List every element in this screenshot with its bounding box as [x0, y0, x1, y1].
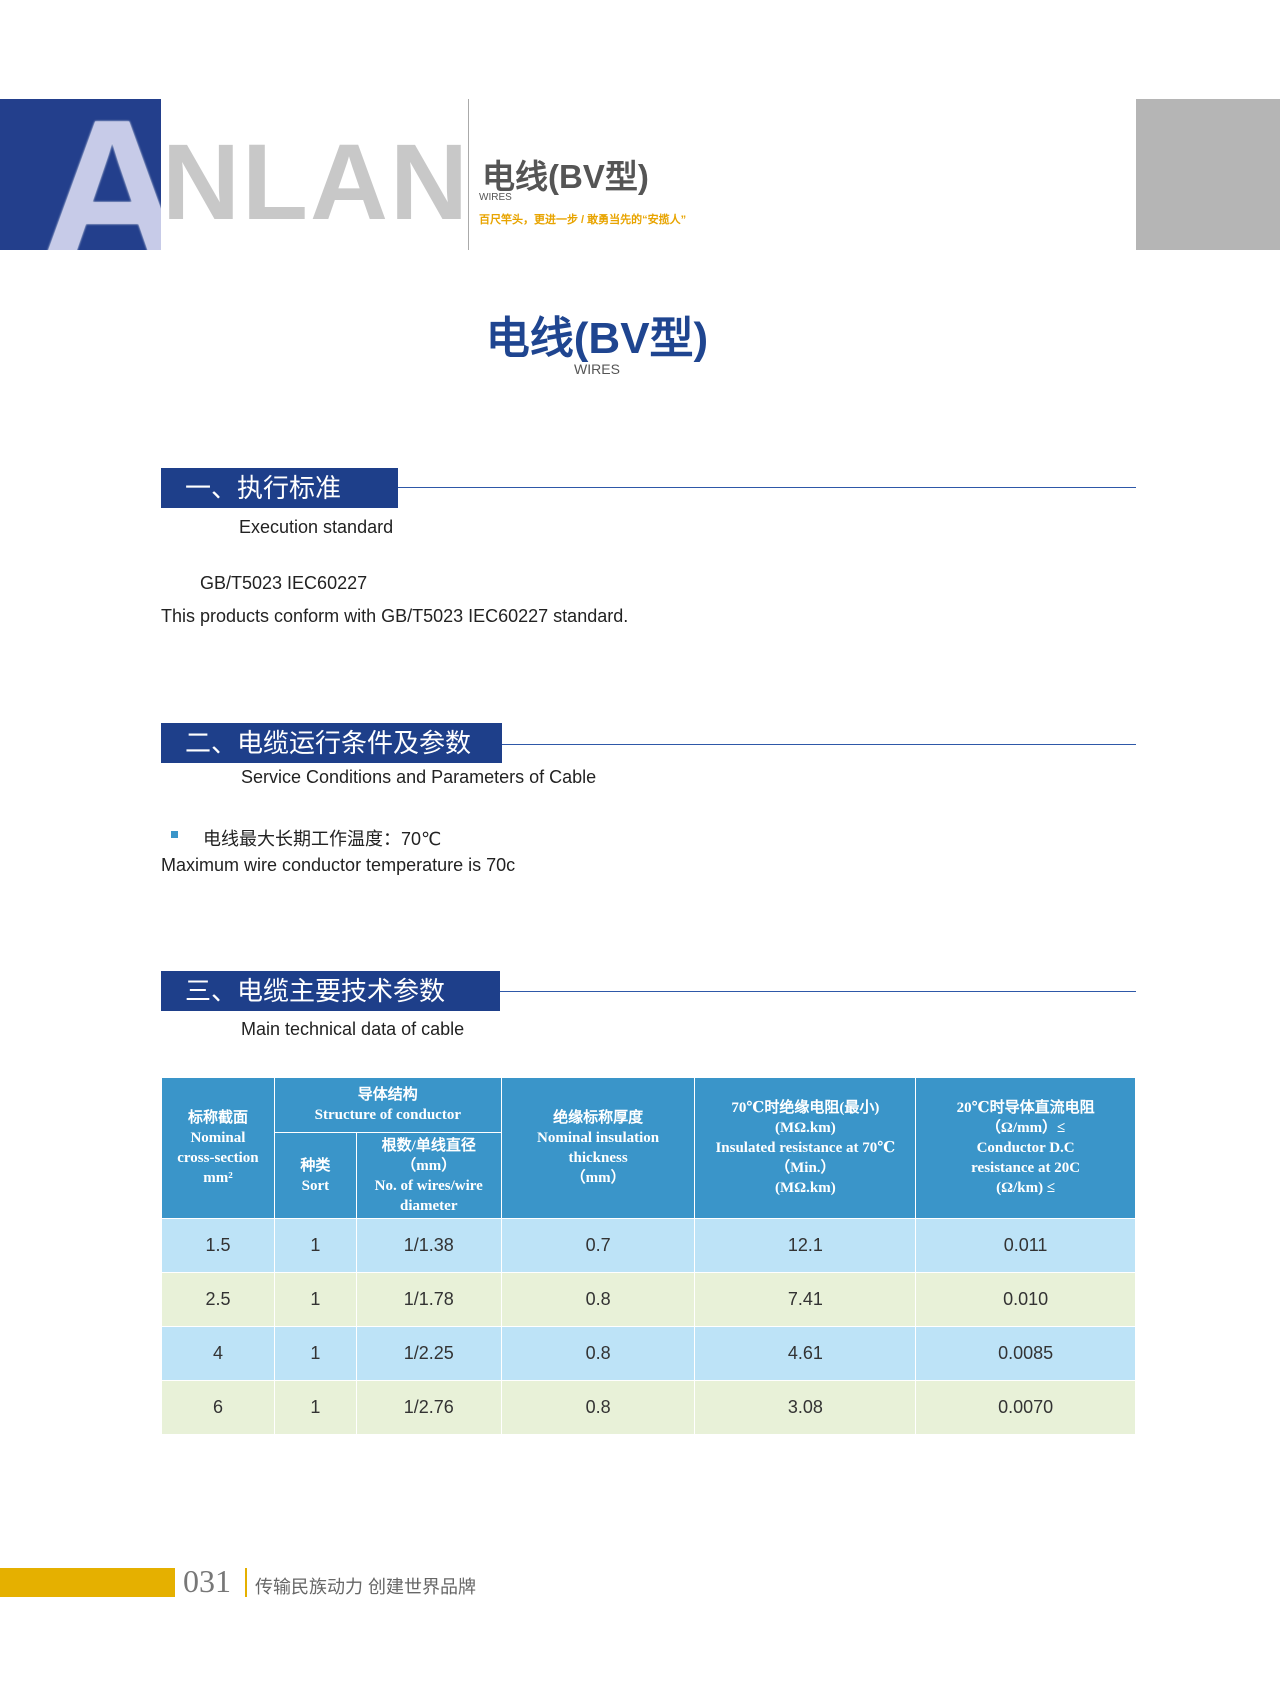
page-number: 031 — [183, 1563, 231, 1599]
header-structure: 导体结构 Structure of conductor — [273, 1077, 502, 1133]
technical-data-table: 标称截面 Nominal cross-section mm² 导体结构 Structur… — [161, 1077, 1136, 1435]
header-title: 电线(BV型) — [482, 158, 649, 195]
section-3-subtitle: Main technical data of cable — [241, 1019, 465, 1039]
section-3-line — [500, 991, 1136, 992]
header-slogan: 百尺竿头，更进一步 / 敢勇当先的“安揽人” — [479, 214, 687, 226]
standard-codes: GB/T5023 IEC60227 — [200, 573, 368, 593]
header-wires: 根数/单线直径 （mm） No. of wires/wire diameter — [355, 1132, 502, 1219]
header-sort: 种类 Sort — [273, 1132, 357, 1219]
section-1-line — [398, 487, 1136, 488]
corner-image — [1136, 99, 1280, 250]
divider — [468, 99, 469, 250]
temperature-cn: 电线最大长期工作温度：70℃ — [203, 829, 442, 849]
section-3-title: 三、电缆主要技术参数 — [161, 971, 500, 1011]
header-subtitle: WIRES — [479, 192, 512, 203]
temperature-en: Maximum wire conductor temperature is 70… — [161, 855, 516, 875]
header-resistance-20: 20℃时导体直流电阻 （Ω/mm）≤ Conductor D.C resistance… — [915, 1077, 1136, 1219]
section-1-subtitle: Execution standard — [239, 517, 394, 537]
logo-text: NLAN — [162, 121, 470, 242]
table-row: 4 1 1/2.25 0.8 4.61 0.0085 — [161, 1326, 1136, 1381]
footer-bar — [0, 1568, 175, 1597]
header-cross-section: 标称截面 Nominal cross-section mm² — [161, 1077, 275, 1219]
page-subtitle: WIRES — [574, 361, 620, 377]
page-title: 电线(BV型) — [485, 314, 709, 363]
table-row: 6 1 1/2.76 0.8 3.08 0.0070 — [161, 1380, 1136, 1435]
logo-image: A — [0, 99, 161, 250]
header-resistance-70: 70℃时绝缘电阻(最小) (MΩ.km) Insulated resistance … — [694, 1077, 917, 1219]
footer-slogan: 传输民族动力 创建世界品牌 — [255, 1577, 476, 1597]
header-insulation: 绝缘标称厚度 Nominal insulation thickness （mm） — [500, 1077, 696, 1219]
table-row: 2.5 1 1/1.78 0.8 7.41 0.010 — [161, 1272, 1136, 1327]
table-row: 1.5 1 1/1.38 0.7 12.1 0.011 — [161, 1218, 1136, 1273]
section-1-title: 一、执行标准 — [161, 468, 398, 508]
bullet-icon — [171, 831, 178, 838]
section-2-line — [502, 744, 1136, 745]
standard-conformance: This products conform with GB/T5023 IEC6… — [161, 606, 629, 626]
section-2-title: 二、电缆运行条件及参数 — [161, 723, 502, 763]
footer-divider — [245, 1568, 247, 1597]
section-2-subtitle: Service Conditions and Parameters of Cab… — [241, 767, 597, 787]
